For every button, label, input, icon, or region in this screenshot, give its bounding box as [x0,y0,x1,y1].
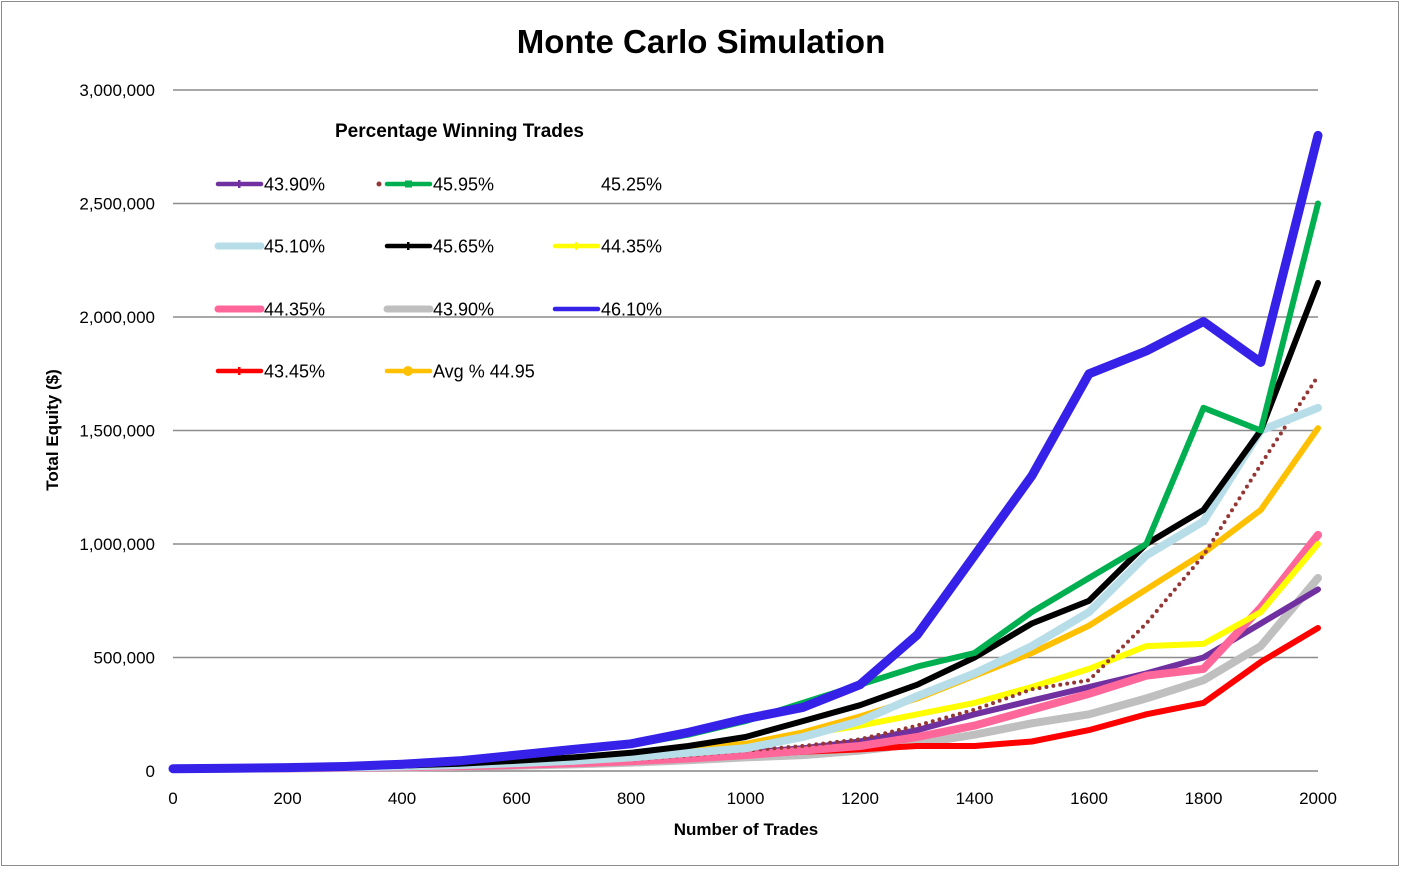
series-line-8 [168,130,1323,774]
x-tick-label: 2000 [1299,789,1337,808]
legend-label: 46.10% [601,300,662,320]
y-tick-label: 2,500,000 [79,195,155,214]
x-tick-label: 400 [388,789,416,808]
x-axis-label: Number of Trades [674,820,819,839]
legend-item: 43.90% [215,175,325,195]
legend-label: 43.90% [264,175,325,195]
legend-label: 45.10% [264,237,325,257]
y-axis-label: Total Equity ($) [43,369,62,491]
series-line-6 [169,530,1322,773]
legend-marker [376,181,382,187]
x-tick-label: 1200 [841,789,879,808]
legend-item: 44.35% [214,300,325,320]
legend-item: 45.65% [384,237,494,257]
legend-label: 44.35% [264,300,325,320]
x-tick-label: 0 [168,789,177,808]
legend-item: 45.10% [214,237,325,257]
x-tick-label: 600 [502,789,530,808]
x-tick-label: 1400 [956,789,994,808]
x-tick-label: 200 [273,789,301,808]
x-tick-label: 800 [617,789,645,808]
chart-title: Monte Carlo Simulation [517,23,886,60]
y-tick-label: 2,000,000 [79,308,155,327]
x-tick-label: 1600 [1070,789,1108,808]
x-tick-label: 1000 [727,789,765,808]
legend-item: Avg % 44.95 [384,362,535,382]
legend-item: 43.45% [215,362,325,382]
legend-label: Avg % 44.95 [433,362,535,382]
legend-item: 43.90% [383,300,494,320]
legend-item: 46.10% [552,300,662,320]
x-tick-label: 1800 [1185,789,1223,808]
legend-label: 45.95% [433,175,494,195]
legend-item: 45.95% [384,175,494,195]
legend-label: 45.25% [601,175,662,195]
y-tick-label: 1,000,000 [79,535,155,554]
legend-title: Percentage Winning Trades [335,121,584,142]
legend-label: 44.35% [601,237,662,257]
series-line-2 [171,374,1320,771]
series-line-1 [170,200,1321,772]
legend-label: 43.90% [433,300,494,320]
y-tick-label: 3,000,000 [79,81,155,100]
y-tick-label: 0 [146,762,155,781]
legend-item: 45.25% [376,175,662,195]
y-tick-label: 1,500,000 [79,422,155,441]
legend-item: 44.35% [552,237,662,257]
legend-label: 43.45% [264,362,325,382]
y-tick-label: 500,000 [94,649,155,668]
legend-label: 45.65% [433,237,494,257]
